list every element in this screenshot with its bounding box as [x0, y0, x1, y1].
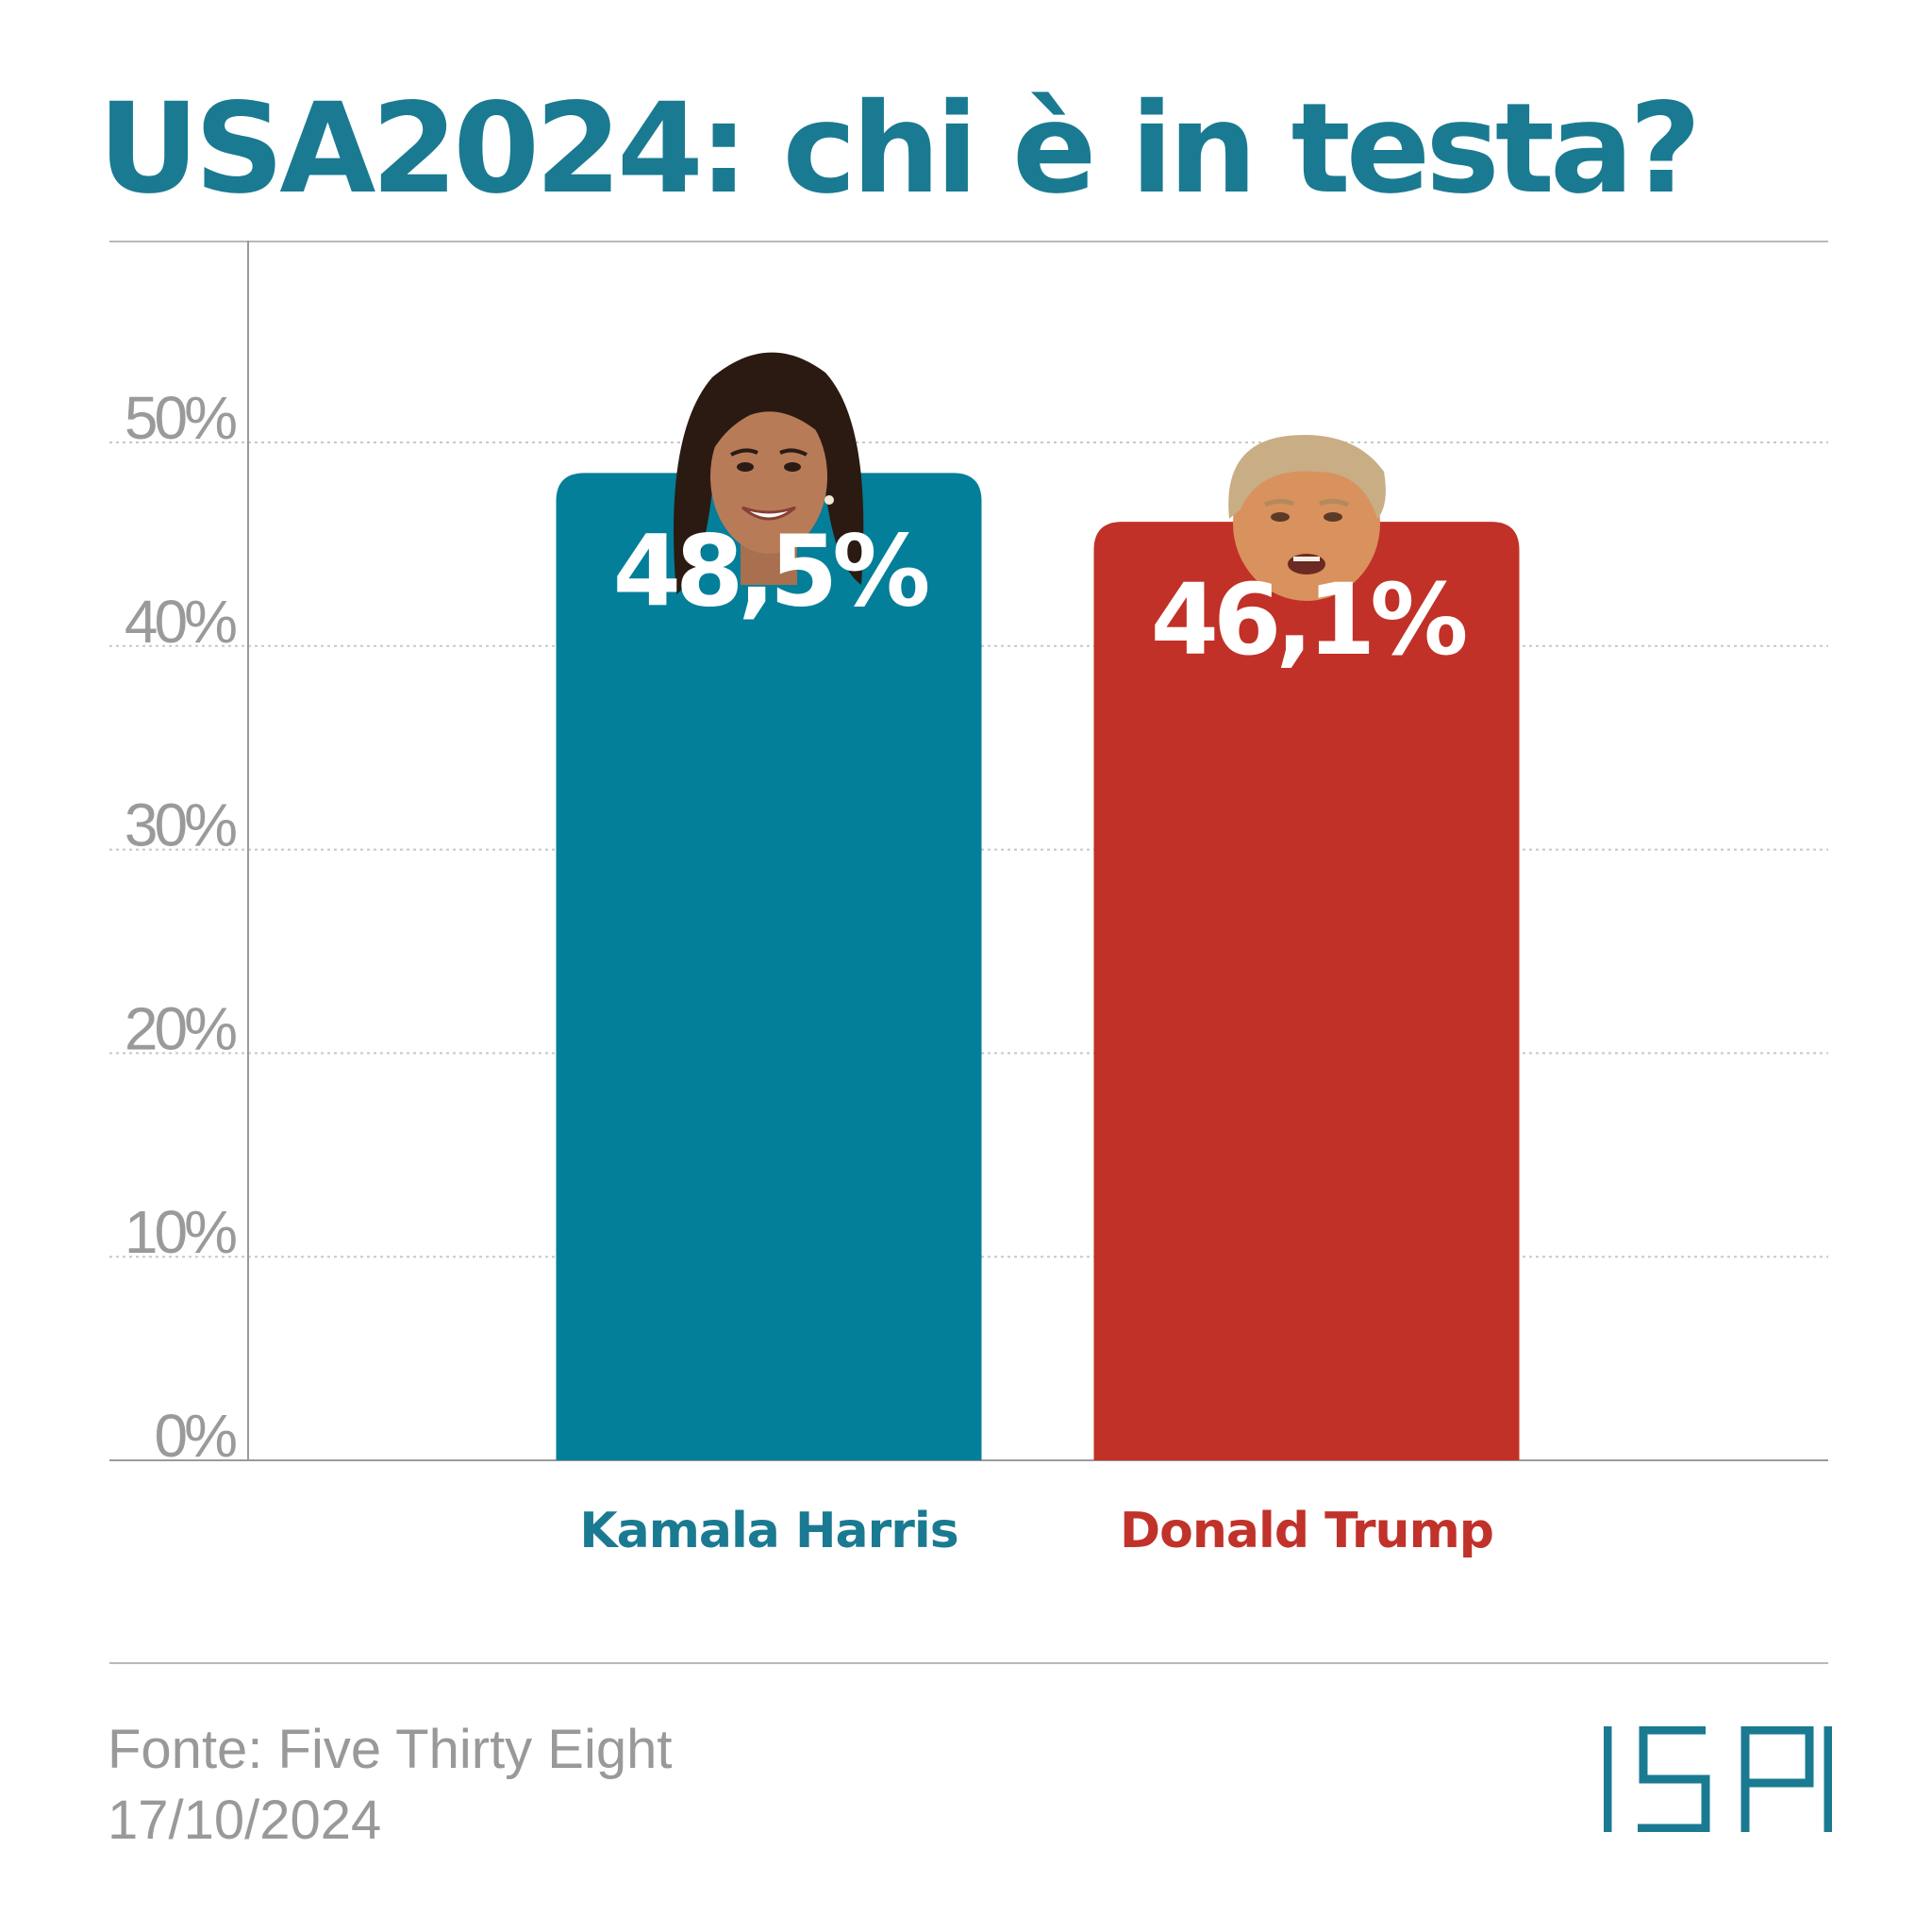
y-tick-label: 50% [125, 384, 236, 452]
y-tick-label: 10% [125, 1198, 236, 1266]
date-note: 17/10/2024 [108, 1790, 382, 1851]
y-tick-label: 30% [125, 791, 236, 859]
bar-trump [1093, 522, 1520, 1460]
source-note: Fonte: Five Thirty Eight [108, 1719, 673, 1780]
harris-face [674, 352, 864, 594]
bar-harris [556, 473, 982, 1460]
category-label: Donald Trump [1120, 1503, 1493, 1559]
data-label: 48,5% [613, 513, 928, 628]
category-label: Kamala Harris [579, 1503, 958, 1559]
trump-face [1228, 435, 1386, 601]
page-title: USA2024: chi è in testa? [98, 76, 1702, 222]
data-label: 46,1% [1151, 562, 1466, 677]
y-tick-label: 40% [125, 588, 236, 656]
y-tick-label: 0% [155, 1402, 237, 1470]
bottom-rule [109, 1662, 1828, 1664]
top-rule [109, 241, 1828, 242]
ispi-logo [1604, 1726, 1832, 1832]
y-tick-label: 20% [125, 994, 236, 1062]
